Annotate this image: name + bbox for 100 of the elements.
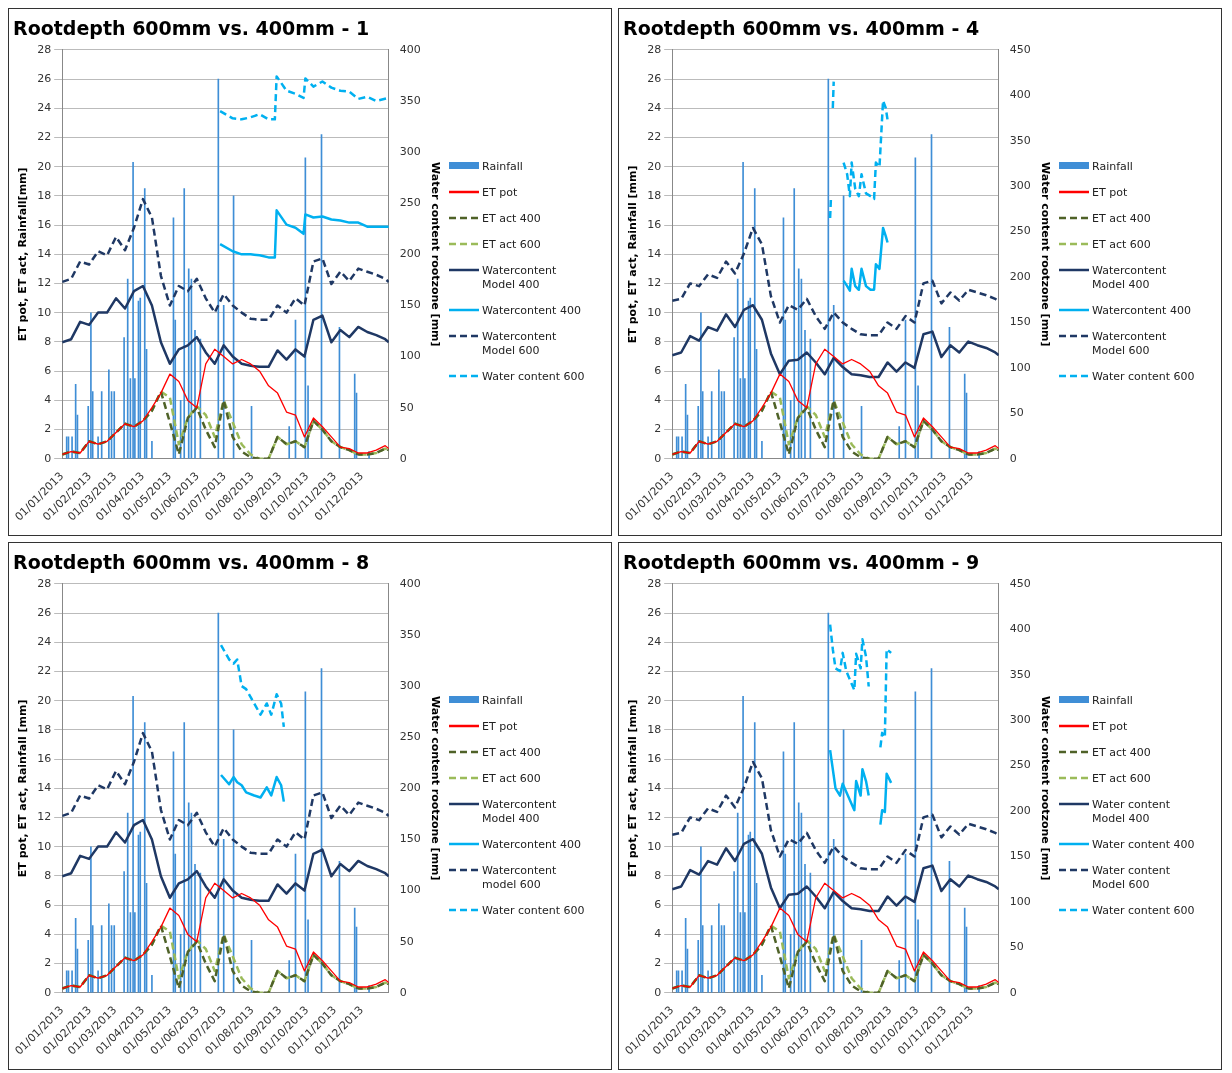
y2-tick-label: 250: [1009, 224, 1031, 238]
y-tick-label: 0: [654, 985, 662, 999]
y-tick-label: 10: [647, 305, 662, 319]
y-tick-label: 2: [44, 422, 52, 436]
y-tick-label: 12: [647, 810, 662, 824]
y-tick-label: 6: [44, 898, 52, 912]
y2-tick-label: 250: [399, 730, 421, 744]
y-tick-label: 26: [37, 71, 52, 85]
y-tick-label: 10: [37, 305, 52, 319]
y-tick-label: 0: [44, 985, 52, 999]
y2-tick-label: 450: [1009, 42, 1031, 56]
legend-label: Watercontent Model 600: [1092, 330, 1168, 358]
y-tick-label: 28: [37, 42, 52, 56]
y2-tick-label: 400: [399, 42, 421, 56]
y-tick-label: 10: [37, 839, 52, 853]
y2-axis-title: Water content rootzone [mm]: [1038, 162, 1052, 347]
y-tick-label: 12: [647, 276, 662, 290]
y-tick-label: 8: [654, 334, 662, 348]
legend-label: Rainfall: [1092, 694, 1134, 708]
legend-label: Watercontent Model 600: [482, 330, 558, 358]
y2-tick-label: 300: [1009, 179, 1031, 192]
y2-tick-label: 200: [399, 247, 421, 261]
y2-tick-label: 300: [399, 144, 421, 158]
legend-label: ET act 400: [482, 746, 542, 760]
y-tick-label: 2: [654, 422, 662, 436]
legend-label: Watercontent Model 400: [1092, 264, 1168, 292]
y2-tick-label: 0: [1009, 451, 1017, 465]
y2-tick-label: 150: [1009, 315, 1031, 329]
y-tick-label: 20: [37, 159, 52, 173]
y-tick-label: 10: [647, 839, 662, 853]
y2-tick-label: 50: [1009, 940, 1024, 954]
y2-tick-label: 300: [399, 678, 421, 692]
legend-label: ET act 600: [482, 772, 542, 786]
y2-tick-label: 350: [1009, 133, 1031, 147]
y2-tick-label: 400: [1009, 622, 1031, 636]
y2-axis-title: Water content rootzone [mm]: [1038, 696, 1052, 881]
y-tick-label: 24: [647, 101, 662, 115]
y-tick-label: 4: [654, 393, 662, 407]
y-tick-label: 16: [37, 751, 52, 765]
y-tick-label: 28: [37, 576, 52, 590]
y2-tick-label: 100: [399, 883, 421, 897]
y-tick-label: 26: [647, 605, 662, 619]
legend-label: Water content 600: [482, 904, 586, 918]
chart-title: Rootdepth 600mm vs. 400mm - 1: [13, 17, 370, 40]
y2-tick-label: 200: [1009, 803, 1031, 817]
legend-label: ET pot: [482, 186, 519, 200]
y-axis-title: ET pot, ET act, Rainfall [mm]: [626, 699, 640, 878]
y2-axis-title: Water content rootzone [mm]: [428, 162, 442, 347]
y2-tick-label: 0: [1009, 985, 1017, 999]
y-axis-title: ET pot, ET act, Rainfall[mm]: [16, 167, 30, 342]
y2-tick-label: 200: [1009, 269, 1031, 283]
legend-label: Rainfall: [482, 694, 524, 708]
y-tick-label: 6: [44, 364, 52, 378]
legend-label: ET act 400: [482, 212, 542, 226]
y2-tick-label: 150: [399, 298, 421, 312]
y-tick-label: 8: [44, 334, 52, 348]
legend-label: Rainfall: [1092, 160, 1134, 174]
y-tick-label: 4: [44, 927, 52, 941]
y-tick-label: 22: [647, 130, 662, 144]
chart-title: Rootdepth 600mm vs. 400mm - 4: [623, 17, 980, 40]
y-tick-label: 12: [37, 276, 52, 290]
legend-label: Watercontent Model 400: [482, 264, 558, 292]
legend-label: Water content 600: [482, 370, 586, 384]
legend-label: Water content 400: [1092, 838, 1196, 852]
legend-label: ET pot: [1092, 720, 1129, 734]
y-tick-label: 12: [37, 810, 52, 824]
legend-label: ET act 600: [1092, 238, 1152, 252]
legend-label: Watercontent 400: [1092, 304, 1192, 318]
y2-tick-label: 250: [1009, 758, 1031, 772]
y-tick-label: 24: [37, 101, 52, 115]
y2-tick-label: 100: [1009, 360, 1031, 374]
y-tick-label: 24: [37, 635, 52, 649]
y-tick-label: 6: [654, 898, 662, 912]
y-axis-title: ET pot, ET act, Rainfall [mm]: [626, 165, 640, 344]
y2-tick-label: 350: [399, 627, 421, 641]
y-tick-label: 14: [647, 247, 662, 261]
chart-title: Rootdepth 600mm vs. 400mm - 8: [13, 551, 370, 574]
y-tick-label: 18: [647, 188, 662, 202]
y2-tick-label: 150: [399, 832, 421, 846]
line-series: [219, 643, 286, 729]
legend-label: Watercontent Model 400: [482, 798, 558, 826]
y-tick-label: 2: [654, 956, 662, 970]
y-tick-label: 2: [44, 956, 52, 970]
y-tick-label: 0: [654, 451, 662, 465]
y-tick-label: 18: [37, 188, 52, 202]
y-tick-label: 28: [647, 576, 662, 590]
y-tick-label: 4: [654, 927, 662, 941]
legend-label: Water content Model 400: [1092, 798, 1172, 826]
y2-tick-label: 400: [399, 576, 421, 590]
y-tick-label: 14: [37, 247, 52, 261]
legend-label: Watercontent 400: [482, 304, 582, 318]
y2-tick-label: 50: [1009, 406, 1024, 420]
y-tick-label: 14: [647, 781, 662, 795]
y-tick-label: 8: [44, 868, 52, 882]
y-tick-label: 20: [647, 159, 662, 173]
y2-tick-label: 100: [399, 349, 421, 363]
y2-tick-label: 400: [1009, 88, 1031, 102]
y-tick-label: 22: [647, 664, 662, 678]
y2-tick-label: 0: [399, 451, 407, 465]
y2-tick-label: 50: [399, 400, 414, 414]
